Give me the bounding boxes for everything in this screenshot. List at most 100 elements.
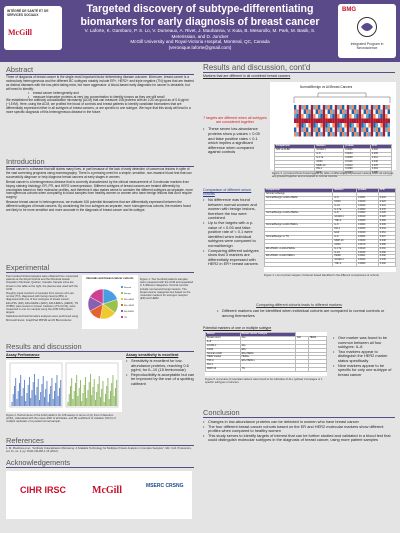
heatmap-cell [378,118,381,123]
heatmap-cell [382,114,386,119]
heatmap-cell [387,105,390,110]
heatmap-cell [351,127,354,132]
markers-all-heading: Markers that are different in all combin… [203,74,291,78]
divider [6,272,194,273]
heatmap-cell [337,123,340,128]
table-cell: 0.098 [369,171,393,177]
heatmap-cell [308,118,311,123]
heatmap-cell [346,109,350,114]
heatmap-cell [298,105,302,110]
heatmap-cell [334,109,338,114]
plot-bar [76,375,78,406]
heatmap-cell [356,109,359,114]
assay-figure [6,360,122,412]
heatmap-cell [315,109,318,114]
heatmap-cell [296,105,299,110]
heatmap-cell [368,114,371,119]
nserc-logo: MSERC CRSNG [146,483,184,489]
plot-bar [78,388,80,406]
heatmap-cell [349,132,352,137]
heatmap-cell [334,114,338,119]
heatmap-cell [322,118,326,123]
heatmap-cell [361,105,364,110]
heatmap-cell [308,105,311,110]
plot-bar [34,374,35,406]
heatmap-cell [308,127,311,132]
plot-bar [17,391,19,406]
plot-bar [16,399,18,406]
heatmap-cell [318,114,321,119]
heatmap-cell [313,114,316,119]
plot-bar [19,383,20,406]
heatmap-cell [330,127,333,132]
heatmap-cell [358,118,362,123]
heatmap-cell [342,105,345,110]
legend-swatch [121,310,123,312]
experimental-section: Experimental [6,263,194,273]
heatmap-cell [375,105,378,110]
heatmap-cell [322,132,326,137]
heatmap-cell [306,127,309,132]
heatmap-cell [382,109,386,114]
heatmap-cell [378,105,381,110]
plot-bar [25,401,27,406]
plot-bar [20,375,22,406]
heatmap-cell [351,118,354,123]
logo-right: BMG Integrated Program in Neuroscience [338,4,396,58]
plot-bar [81,401,83,406]
legend-swatch [121,292,123,294]
potential-markers-table: Marker Breast cancer subtype Breast tumor A… [205,332,328,373]
heatmap-cell [306,114,309,119]
list-item: Up to five targets with a p-value of < 0… [203,220,261,249]
plot-bar [85,377,86,406]
divider [6,166,194,167]
results-contd-heading: Results and discussion, cont'd [203,63,311,72]
heatmap-cell [298,109,302,114]
heatmap-cell [320,118,323,123]
list-item: No difference was found between normal w… [203,197,261,221]
heatmap-cell [325,123,328,128]
heatmap-cell [334,127,338,132]
figure3-caption: Figure 3. (a) Hierarchical clustering an… [272,172,394,179]
heatmap-cell [334,132,338,137]
potential-heading: Potential markers of one or multiple sub… [203,326,272,330]
heatmap-cell [310,114,314,119]
pie-panel: Normals and breast cancer cohorts Normal… [82,275,138,329]
plot-bar [87,390,89,406]
heatmap-cell [330,132,333,137]
plot-bar [115,388,116,406]
assay-sens-heading: Assay sensitivity is excellent [126,353,179,357]
heatmap-cell [298,118,302,123]
plot-bar [92,387,94,406]
experimental-text: Two hundred clinical samples were obtain… [6,275,80,322]
bmg-logo: BMG [342,7,356,13]
subtype-section: Comparing different cohorts leads to dif… [203,303,395,318]
heatmap-cell [380,132,383,137]
heatmap-cell [339,109,342,114]
experimental-p3: Statistical and bioinformatics analyses … [6,315,79,322]
comparison-panel: Comparison Markers p-value FPR Normal vs Ben… [263,188,397,272]
heatmap-cell [339,127,342,132]
heatmap-cell [342,123,345,128]
plot-bar [102,381,104,406]
heatmap-cell [378,132,381,137]
intro-heading: Introduction [6,157,45,166]
plot-bar [73,391,75,406]
table-row: EGF 0.0410 0.098 [273,171,393,177]
heatmap-cell [332,114,335,119]
assay-caption: Figure 2. Performance of the ACM platfor… [6,414,116,424]
heatmap-cell [351,123,354,128]
heatmap-cell [318,123,321,128]
plot-bar [57,396,59,406]
heatmap-cell [349,109,352,114]
heatmap-cell [334,105,338,110]
figure5-caption: Figure 5. A preview of potential markers… [205,378,323,385]
heatmap-cell [337,109,340,114]
plot-bar [77,396,79,406]
heatmap-cell [351,105,354,110]
subtype-bullets: Different markers can be identified when… [217,308,395,318]
heatmap-cell [298,114,302,119]
abstract-section: Abstract Three of diagnosis of breast ca… [6,65,194,115]
heatmap-cell [339,132,342,137]
